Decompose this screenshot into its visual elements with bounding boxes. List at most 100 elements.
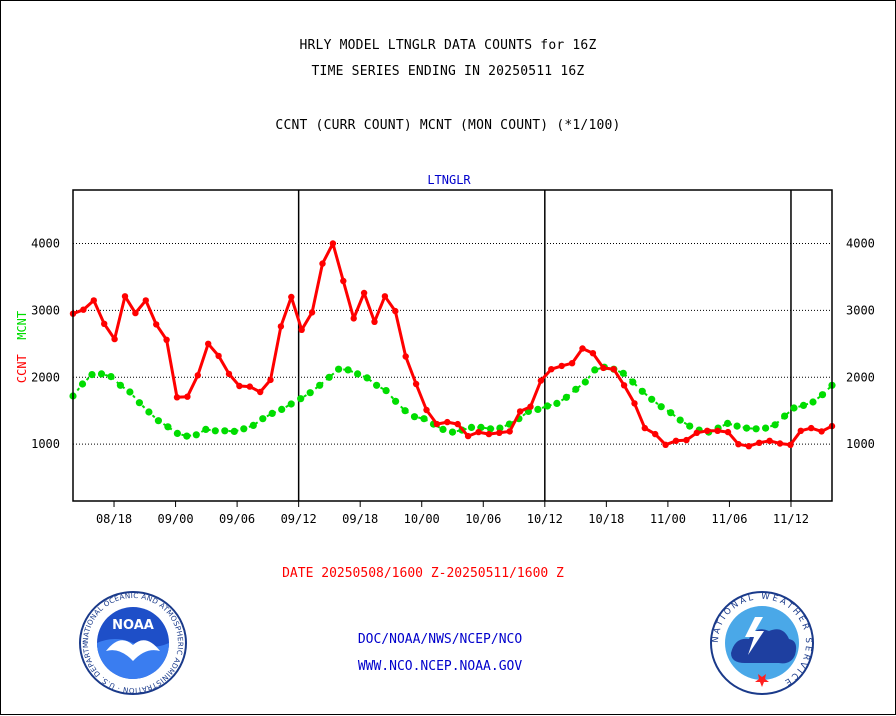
x-tick-label: 09/00 [158,512,194,526]
credit-website[interactable]: WWW.NCO.NCEP.NOAA.GOV [357,659,523,674]
data-point-mcnt [448,428,457,436]
data-point-ccnt [714,427,721,434]
y-label-ccnt: CCNT [15,354,30,384]
data-point-mcnt [173,429,181,437]
data-point-ccnt [787,441,794,448]
data-point-mcnt [135,399,143,407]
data-point-mcnt [230,427,238,435]
data-point-mcnt [154,417,162,425]
data-point-ccnt [600,364,607,372]
data-point-ccnt [412,380,420,388]
data-point-ccnt [496,429,503,436]
data-point-ccnt [756,439,763,446]
data-point-ccnt [381,293,389,300]
data-point-mcnt [762,424,770,432]
x-tick-label: 11/06 [711,512,747,526]
data-point-mcnt [78,380,87,388]
chart-subtitle: TIME SERIES ENDING IN 20250511 16Z [311,64,585,79]
data-point-mcnt [781,412,789,420]
data-point-ccnt [90,297,98,304]
data-point-mcnt [629,378,637,386]
data-point-ccnt [610,366,617,373]
data-point-ccnt [360,289,368,297]
data-point-ccnt [329,240,337,247]
data-point-mcnt [126,388,134,396]
data-point-mcnt [638,387,646,395]
data-point-ccnt [693,429,700,436]
y-tick-label-left: 4000 [31,237,60,251]
credit-org: DOC/NOAA/NWS/NCEP/NCO [357,632,523,647]
x-tick-label: 10/06 [465,512,501,526]
data-point-mcnt [420,415,428,423]
x-tick-label: 10/00 [404,512,440,526]
data-point-mcnt [97,370,106,378]
data-point-ccnt [236,382,243,390]
data-point-mcnt [240,425,248,433]
data-point-mcnt [325,373,333,381]
data-point-mcnt [202,425,210,433]
data-point-ccnt [683,436,690,444]
data-point-ccnt [80,306,87,313]
data-point-ccnt [506,428,513,435]
data-point-ccnt [808,424,815,432]
y-axis-label: CCNT MCNT [15,311,29,383]
data-point-mcnt [183,432,191,440]
data-point-ccnt [724,428,732,436]
data-point-ccnt [350,315,357,322]
data-point-mcnt [581,378,589,386]
data-point-mcnt [790,404,798,412]
data-point-ccnt [516,408,524,415]
y-label-mcnt: MCNT [15,310,30,340]
data-point-mcnt [619,369,627,377]
data-point-mcnt [107,373,115,381]
chart-title: HRLY MODEL LTNGLR DATA COUNTS for 16Z [299,38,597,53]
x-tick-label: 09/12 [281,512,317,526]
data-point-mcnt [316,381,324,389]
data-point-mcnt [278,405,286,413]
data-point-ccnt [672,437,680,444]
y-tick-label-right: 1000 [846,437,875,451]
data-point-mcnt [799,401,808,409]
data-point-ccnt [818,428,825,435]
data-point-mcnt [439,425,447,433]
y-tick-label-left: 3000 [31,303,60,317]
data-point-mcnt [192,431,200,439]
x-tick-label: 08/18 [96,512,132,526]
data-point-ccnt [766,437,773,444]
data-point-ccnt [163,336,170,343]
data-point-ccnt [537,377,545,384]
data-point-ccnt [173,394,181,401]
y-tick-label-right: 4000 [846,237,875,251]
data-point-ccnt [423,406,430,414]
data-point-ccnt [704,427,711,434]
data-point-mcnt [382,387,390,395]
data-point-mcnt [354,370,362,378]
data-point-mcnt [467,423,476,431]
data-point-ccnt [558,362,565,370]
data-point-ccnt [257,388,264,396]
data-point-ccnt [205,340,212,347]
series-layer [69,240,836,450]
data-point-mcnt [667,409,675,417]
y-tick-label-right: 3000 [846,303,875,317]
data-point-ccnt [745,443,752,450]
x-tick-label: 10/12 [527,512,563,526]
data-point-ccnt [652,430,659,438]
x-tick-label: 11/00 [650,512,686,526]
data-point-ccnt [267,376,274,384]
x-tick-label: 11/12 [773,512,809,526]
data-point-ccnt [153,321,160,328]
data-point-ccnt [485,430,493,438]
plot-frame [72,189,833,502]
data-point-mcnt [259,415,267,423]
data-point-ccnt [454,420,461,428]
data-point-mcnt [743,424,751,432]
grid-layer [73,190,832,501]
x-tick-label: 09/06 [219,512,255,526]
data-point-ccnt [340,277,347,285]
data-point-mcnt [249,421,257,429]
data-point-mcnt [686,422,694,430]
y-tick-label-right: 2000 [846,370,875,384]
data-point-mcnt [648,395,656,403]
